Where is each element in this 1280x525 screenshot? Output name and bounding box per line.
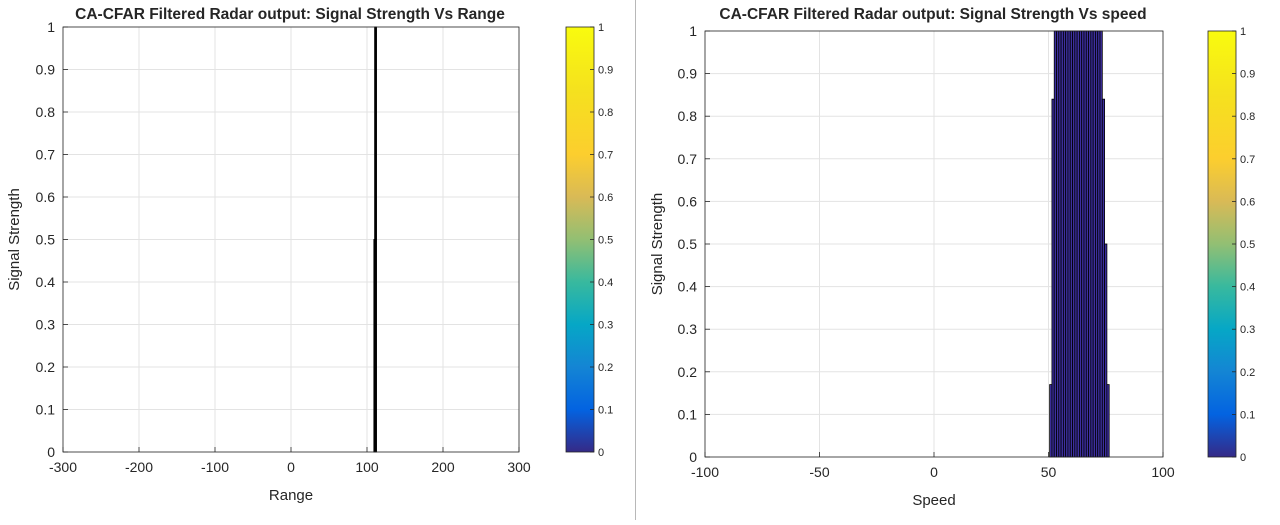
chart2-colorbar-tick-label: 0.4 — [1240, 282, 1255, 294]
chart2-y-tick-label: 0.1 — [678, 406, 698, 422]
chart1-colorbar-tick-label: 0.4 — [598, 277, 613, 289]
chart2-y-tick-label: 0.2 — [678, 364, 698, 380]
chart2-y-axis-label: Signal Strength — [649, 193, 666, 296]
chart2-y-tick-label: 0.7 — [678, 151, 698, 167]
chart1-x-tick-label: 200 — [431, 459, 455, 475]
chart1-y-tick-label: 0.2 — [36, 359, 56, 375]
chart2-y-tick-label: 0.6 — [678, 193, 698, 209]
chart1-x-tick-label: 100 — [355, 459, 379, 475]
chart1-y-tick-label: 0.3 — [36, 317, 56, 333]
chart1-colorbar-tick-label: 0.7 — [598, 150, 613, 162]
chart2-x-tick-label: -100 — [691, 464, 719, 480]
chart1-x-tick-label: 300 — [507, 459, 531, 475]
chart2-y-tick-label: 1 — [689, 23, 697, 39]
chart1-colorbar-tick-label: 1 — [598, 22, 604, 34]
chart1-y-tick-label: 0.5 — [36, 232, 56, 248]
chart2-colorbar-tick-label: 0.1 — [1240, 409, 1255, 421]
chart1-colorbar-tick-label: 0.1 — [598, 405, 613, 417]
chart2-colorbar — [1207, 30, 1237, 458]
chart1-x-tick-label: -100 — [201, 459, 229, 475]
chart2-y-tick-label: 0 — [689, 449, 697, 465]
chart2-colorbar-tick-label: 0 — [1240, 452, 1246, 464]
chart1-colorbar-tick-label: 0 — [598, 447, 604, 459]
chart2-colorbar-tick-label: 0.6 — [1240, 196, 1255, 208]
chart2-title: CA-CFAR Filtered Radar output: Signal St… — [719, 6, 1146, 23]
chart2-x-tick-label: 100 — [1151, 464, 1175, 480]
chart1-colorbar-tick-label: 0.5 — [598, 235, 613, 247]
chart1-colorbar-tick-label: 0.6 — [598, 192, 613, 204]
chart1-y-tick-label: 0.4 — [36, 274, 56, 290]
chart2-y-tick-label: 0.8 — [678, 108, 698, 124]
chart1-y-tick-label: 0.8 — [36, 104, 56, 120]
chart1-x-axis-label: Range — [269, 487, 313, 504]
chart2-x-axis-label: Speed — [912, 492, 955, 509]
chart1-y-tick-label: 0.9 — [36, 62, 56, 78]
chart2-x-tick-label: -50 — [809, 464, 829, 480]
chart2-colorbar-tick-label: 0.7 — [1240, 154, 1255, 166]
chart1-y-axis-label: Signal Strength — [6, 188, 23, 291]
chart2-y-tick-label: 0.4 — [678, 279, 698, 295]
chart1-colorbar-tick-label: 0.3 — [598, 320, 613, 332]
chart1-bar — [374, 26, 377, 453]
chart1-y-tick-label: 0 — [47, 444, 55, 460]
chart2-colorbar-tick-label: 0.8 — [1240, 111, 1255, 123]
chart2-colorbar-tick-label: 1 — [1240, 26, 1246, 38]
chart1-y-tick-label: 0.7 — [36, 147, 56, 163]
chart2-y-tick-label: 0.3 — [678, 321, 698, 337]
chart2-colorbar-tick-label: 0.3 — [1240, 324, 1255, 336]
chart1-y-tick-label: 0.1 — [36, 402, 56, 418]
chart1-colorbar-tick-label: 0.2 — [598, 362, 613, 374]
panel-divider — [635, 0, 636, 520]
chart1-x-tick-label: 0 — [287, 459, 295, 475]
chart2-colorbar-tick-label: 0.9 — [1240, 69, 1255, 81]
chart1-x-tick-label: -300 — [49, 459, 77, 475]
chart1-colorbar-tick-label: 0.8 — [598, 107, 613, 119]
chart2-y-tick-label: 0.5 — [678, 236, 698, 252]
chart1-colorbar-tick-label: 0.9 — [598, 65, 613, 77]
chart2-x-tick-label: 0 — [930, 464, 938, 480]
chart2-colorbar-tick-label: 0.5 — [1240, 239, 1255, 251]
chart2-y-tick-label: 0.9 — [678, 66, 698, 82]
chart1-x-tick-label: -200 — [125, 459, 153, 475]
chart1-y-tick-label: 1 — [47, 19, 55, 35]
chart2-colorbar-tick-label: 0.2 — [1240, 367, 1255, 379]
chart1-y-tick-label: 0.6 — [36, 189, 56, 205]
chart2-x-tick-label: 50 — [1041, 464, 1057, 480]
chart1-colorbar — [565, 26, 595, 453]
chart2-bar — [1106, 384, 1110, 458]
chart1-title: CA-CFAR Filtered Radar output: Signal St… — [75, 6, 505, 23]
